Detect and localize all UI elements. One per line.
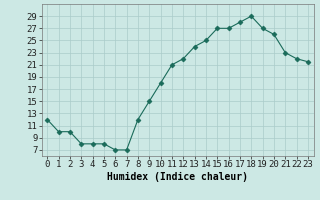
X-axis label: Humidex (Indice chaleur): Humidex (Indice chaleur) [107,172,248,182]
